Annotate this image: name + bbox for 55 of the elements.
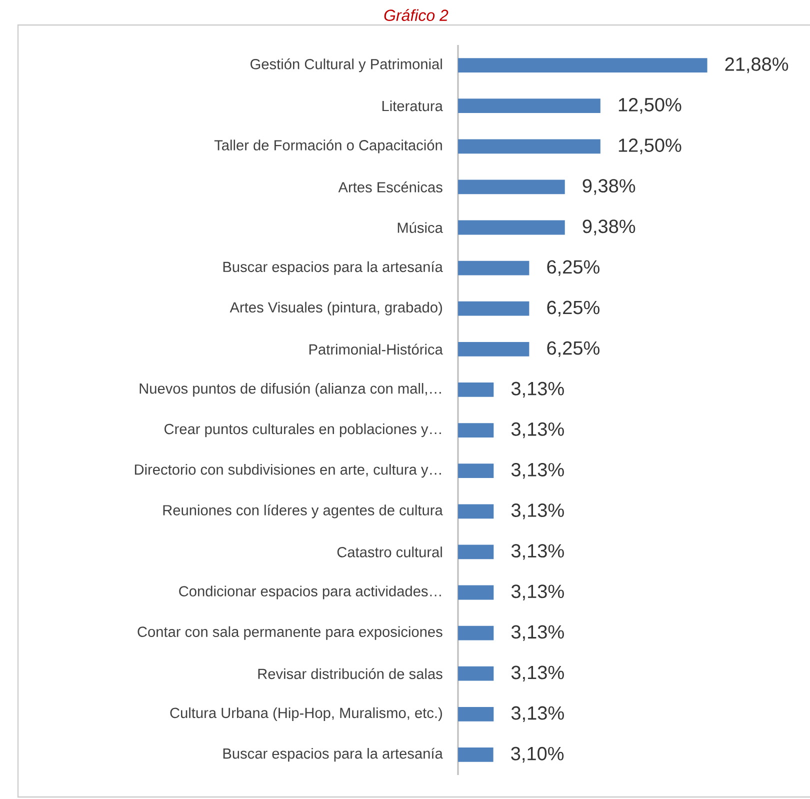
data-label: 3,13% — [511, 706, 564, 722]
bar — [458, 464, 494, 478]
bar — [458, 748, 494, 762]
data-label: 3,13% — [511, 544, 564, 560]
y-tick-label: Buscar espacios para la artesanía — [223, 748, 443, 762]
bar — [458, 585, 494, 600]
data-label: 3,13% — [511, 666, 564, 682]
data-label: 6,25% — [547, 300, 600, 316]
y-tick-label: Reuniones con líderes y agentes de cultura — [163, 504, 443, 518]
y-tick-label: Taller de Formación o Capacitación — [214, 140, 442, 154]
bar — [458, 504, 494, 519]
bar — [458, 544, 494, 560]
y-tick-label: Música — [398, 222, 443, 233]
y-tick-label: Crear puntos culturales en poblaciones y… — [164, 423, 441, 438]
data-label: 12,50% — [618, 138, 682, 154]
bar — [458, 423, 494, 438]
data-label: 21,88% — [725, 57, 788, 74]
data-label: 3,13% — [511, 462, 564, 479]
y-tick-label: Contar con sala permanente para exposiciones — [138, 626, 442, 640]
chart-title: Gráfico 2 — [384, 9, 448, 21]
bar — [458, 98, 600, 114]
bar — [458, 180, 565, 194]
data-label: 3,13% — [511, 504, 564, 520]
data-label: 9,38% — [582, 220, 636, 236]
data-label: 6,25% — [547, 341, 600, 358]
data-label: 3,13% — [511, 625, 564, 641]
y-tick-label: Buscar espacios para la artesanía — [223, 261, 443, 275]
y-tick-label: Patrimonial-Histórica — [309, 344, 443, 355]
bar — [458, 382, 494, 397]
bar — [458, 58, 708, 72]
y-tick-label: Artes Escénicas — [338, 182, 442, 192]
bar — [458, 342, 530, 356]
y-tick-label: Condicionar espacios para actividades… — [179, 586, 441, 600]
y-tick-label: Literatura — [382, 100, 443, 112]
bar — [458, 139, 600, 154]
data-label: 3,13% — [511, 422, 564, 438]
data-label: 12,50% — [618, 98, 682, 114]
data-label: 3,13% — [511, 382, 564, 398]
y-tick-label: Nuevos puntos de difusión (alianza con mall,… — [140, 382, 441, 397]
y-tick-label: Gestión Cultural y Patrimonial — [250, 58, 442, 72]
data-label: 9,38% — [582, 179, 636, 195]
y-tick-label: Cultura Urbana (Hip-Hop, Muralismo, etc.) — [170, 707, 442, 721]
bar — [458, 301, 530, 316]
data-label: 3,13% — [511, 584, 564, 600]
y-tick-label: Revisar distribución de salas — [258, 668, 442, 680]
bar — [458, 260, 530, 276]
bar — [458, 220, 565, 235]
data-label: 3,10% — [511, 746, 564, 763]
y-tick-label: Directorio con subdivisiones en arte, cultura y… — [134, 464, 441, 478]
y-tick-label: Catastro cultural — [337, 546, 442, 558]
bar — [458, 666, 494, 681]
bar — [458, 626, 494, 640]
bar — [458, 706, 494, 722]
y-tick-label: Artes Visuales (pintura, grabado) — [230, 302, 442, 316]
data-label: 6,25% — [547, 260, 600, 276]
